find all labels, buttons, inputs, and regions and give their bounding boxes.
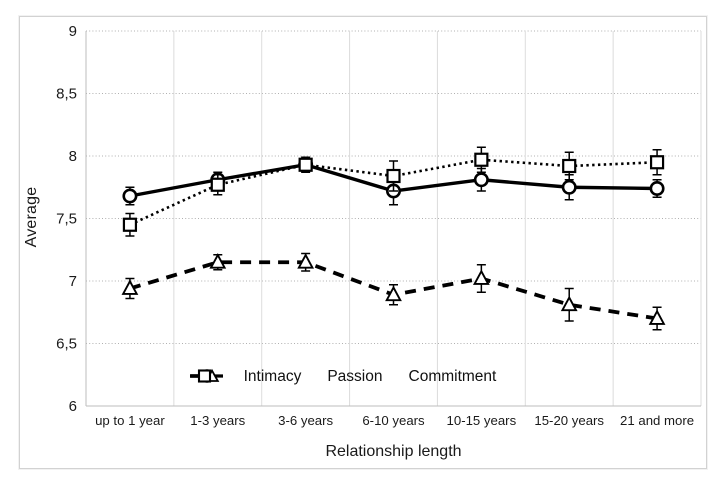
horizontal-gridlines [86, 30, 701, 344]
y-tick-label: 7 [69, 273, 77, 290]
y-tick-label: 6 [69, 398, 77, 415]
error-bars-commitment [125, 146, 662, 237]
dotted-line-square-marker-icon [191, 369, 218, 383]
legend-item-intimacy: Intimacy [191, 368, 302, 386]
x-tick-label: 3-6 years [278, 413, 333, 428]
legend-item-commitment: Commitment [191, 368, 497, 386]
x-tick-labels: up to 1 year 1-3 years 3-6 years 6-10 years… [95, 413, 694, 428]
legend-label: Commitment [408, 368, 497, 385]
legend-item-passion: Passion [190, 368, 383, 386]
y-tick-label: 7,5 [56, 211, 77, 228]
x-tick-label: 21 and more [620, 413, 694, 428]
legend-label: Intimacy [243, 368, 302, 385]
legend-label: Passion [327, 368, 383, 385]
x-tick-label: 1-3 years [190, 413, 245, 428]
markers-passion [121, 253, 666, 325]
y-tick-label: 8 [69, 148, 77, 165]
series-commitment [122, 146, 665, 237]
markers-commitment [122, 152, 665, 232]
x-tick-label: 6-10 years [362, 413, 425, 428]
y-tick-labels: 6 6,5 7 7,5 8 8,5 9 [56, 23, 77, 415]
chart-figure: 6 6,5 7 7,5 8 8,5 9 up to 1 year 1-3 years 3-6 ye… [19, 16, 707, 469]
y-tick-label: 8,5 [56, 86, 77, 103]
series-passion [121, 252, 666, 331]
legend: Intimacy Passion Commitment [190, 368, 550, 386]
y-tick-label: 6,5 [56, 336, 77, 353]
x-tick-label: 10-15 years [447, 413, 517, 428]
axis-lines [85, 31, 702, 407]
x-tick-label: 15-20 years [534, 413, 604, 428]
y-axis-title: Average [23, 186, 40, 248]
x-tick-label: up to 1 year [95, 413, 165, 428]
x-axis-title: Relationship length [325, 443, 462, 460]
vertical-gridlines [173, 31, 614, 406]
plot-svg: 6 6,5 7 7,5 8 8,5 9 up to 1 year 1-3 years 3-6 ye… [56, 23, 702, 428]
y-tick-label: 9 [69, 23, 77, 40]
